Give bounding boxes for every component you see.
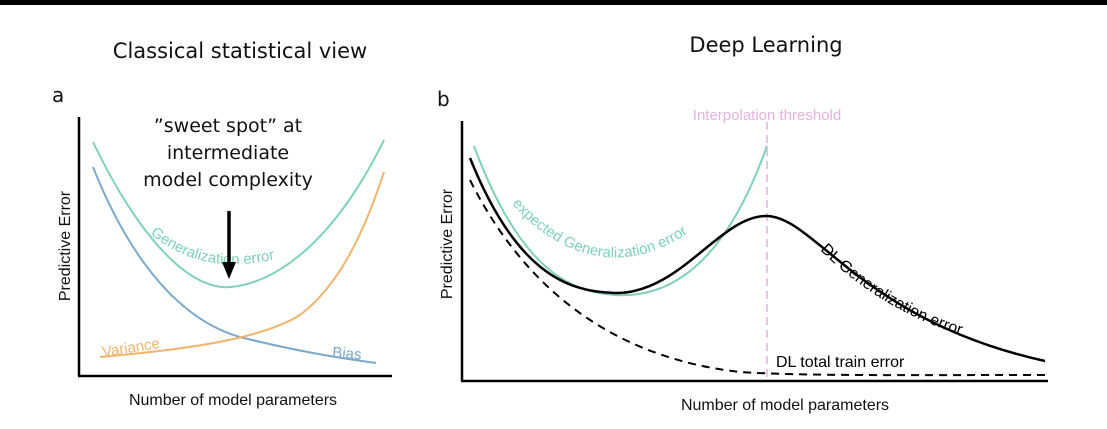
sweet-spot-line-3: model complexity (143, 169, 313, 191)
bias-label: Bias (332, 344, 363, 363)
dl-generalization-curve (468, 157, 1046, 363)
down-arrow-icon (222, 211, 236, 279)
panel-a: Classical statistical view a Predictive … (52, 39, 392, 409)
interpolation-threshold-label: Interpolation threshold (693, 107, 841, 124)
sweet-spot-line-2: intermediate (167, 142, 289, 164)
panel-a-ylabel: Predictive Error (57, 190, 74, 301)
expected-generalization-curve (473, 145, 768, 297)
panel-a-letter: a (52, 83, 64, 107)
panel-b-ylabel: Predictive Error (439, 188, 456, 299)
variance-curve (99, 171, 385, 358)
variance-label: Variance (101, 335, 161, 361)
bias-curve (92, 166, 377, 364)
dl-generalization-label: DL Generalization error (817, 241, 965, 339)
panel-a-heading: Classical statistical view (113, 39, 367, 63)
panel-b: Deep Learning b Predictive Error Number … (437, 33, 1048, 414)
sweet-spot-line-1: ”sweet spot” at (154, 115, 302, 137)
panel-b-heading: Deep Learning (689, 33, 842, 57)
dl-train-error-curve (469, 179, 1046, 377)
panel-b-letter: b (437, 87, 450, 111)
expected-generalization-label: expected Generalization error (509, 195, 690, 261)
panel-b-xlabel: Number of model parameters (681, 397, 889, 414)
generalization-error-curve (92, 139, 385, 289)
panel-a-xlabel: Number of model parameters (129, 392, 337, 409)
top-border (0, 0, 1107, 5)
dl-train-error-label: DL total train error (776, 354, 905, 371)
generalization-error-label: Generalization error (148, 224, 276, 269)
